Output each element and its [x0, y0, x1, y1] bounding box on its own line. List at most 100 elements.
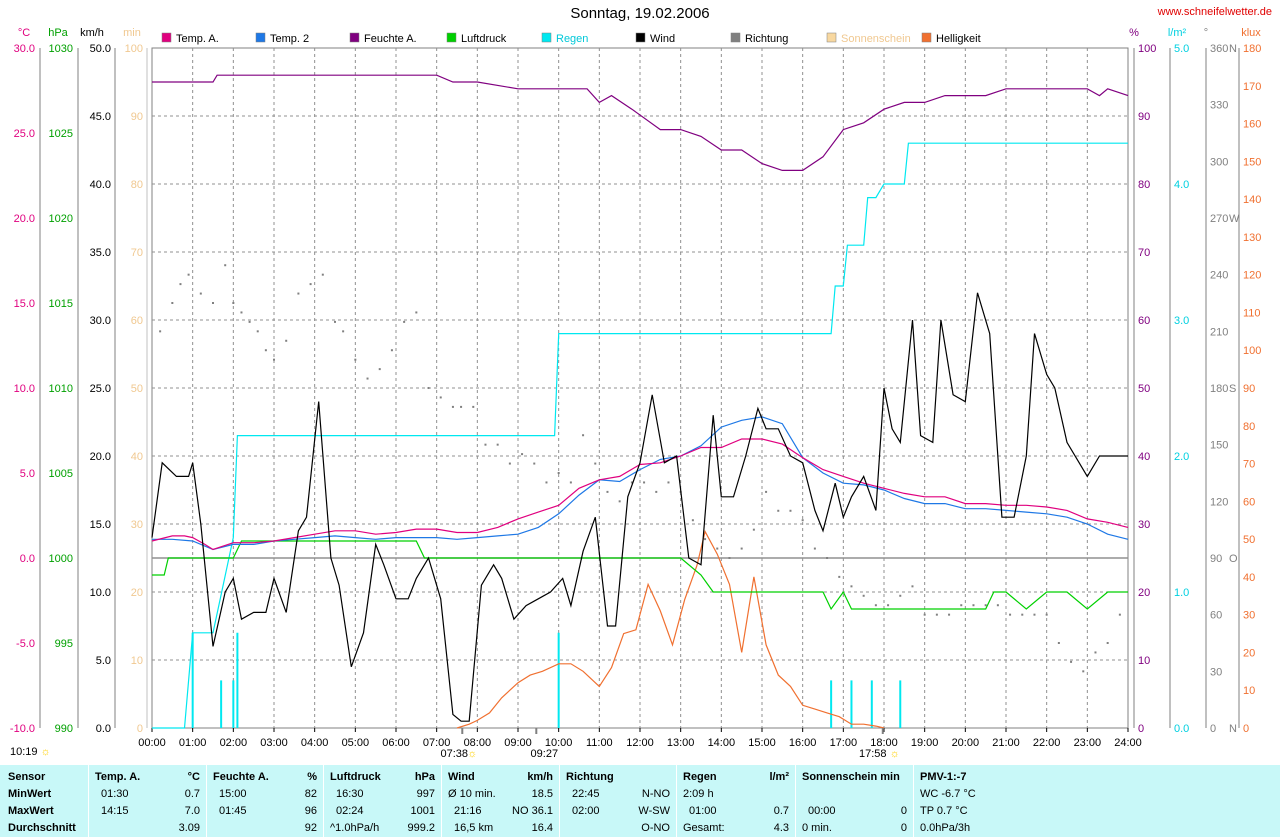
x-tick-label: 21:00 [992, 737, 1020, 749]
direction-point [273, 358, 275, 361]
direction-point [179, 283, 182, 286]
x-tick-label: 17:00 [830, 737, 858, 749]
x-tick-label: 19:00 [911, 737, 939, 749]
direction-point [948, 613, 951, 616]
stats-dir-avg-val: O-NO [641, 822, 670, 834]
axis-tick-label-temp: 15.0 [14, 298, 35, 310]
direction-point [899, 594, 902, 597]
direction-point [972, 604, 975, 607]
stats-temp-max-val: 7.0 [184, 805, 200, 817]
direction-point [1045, 613, 1048, 616]
direction-point [667, 481, 670, 484]
direction-point [691, 519, 694, 522]
axis-cardinal-label: S [1229, 383, 1236, 395]
legend-label: Wind [650, 33, 675, 45]
site-link[interactable]: www.schneifelwetter.de [1157, 6, 1272, 18]
stats-wind-avg-val: 16.4 [531, 822, 553, 834]
axis-cardinal-label: O [1229, 553, 1238, 565]
legend-item: Regen [541, 32, 588, 45]
stats-rain-max-time: 01:00 [689, 805, 717, 817]
direction-point [439, 396, 442, 399]
axis-tick-label-wind: 15.0 [90, 519, 111, 531]
stats-temp-unit: °C [187, 771, 200, 783]
x-tick-label: 06:00 [382, 737, 410, 749]
stats-pmv-title: PMV-1:-7 [920, 771, 967, 783]
axis-tick-label-humidity: 50 [1138, 383, 1150, 395]
direction-point [740, 547, 743, 550]
axis-tick-label-lux: 150 [1243, 156, 1261, 168]
legend-item: Luftdruck [446, 32, 507, 45]
x-tick-label: 10:00 [545, 737, 573, 749]
stats-separator [206, 765, 207, 837]
direction-point [403, 320, 406, 323]
axis-tick-label-humidity: 90 [1138, 111, 1150, 123]
direction-point [285, 339, 288, 342]
direction-point [390, 349, 393, 352]
direction-point [521, 453, 524, 456]
series-line-temp-a- [151, 438, 1129, 551]
axis-tick-label-lux: 100 [1243, 345, 1261, 357]
direction-point [996, 604, 999, 607]
direction-point [545, 481, 548, 484]
axis-tick-label-direction: 30 [1210, 666, 1222, 678]
series-line-wind [151, 292, 1128, 722]
direction-point [606, 490, 609, 493]
direction-point [911, 585, 914, 588]
sun-icon: ☼ [467, 748, 477, 760]
stats-rain-unit: l/m² [769, 771, 789, 783]
axis-tick-label-humidity: 70 [1138, 247, 1150, 259]
axis-tick-label-wind: 30.0 [90, 315, 111, 327]
direction-point [321, 273, 324, 276]
legend-swatch [826, 32, 837, 43]
direction-point [159, 330, 162, 333]
stats-separator [795, 765, 796, 837]
direction-point [415, 311, 418, 314]
stats-hum-unit: % [307, 771, 317, 783]
x-tick-label: 15:00 [748, 737, 776, 749]
axis-tick-label-lux: 10 [1243, 685, 1255, 697]
stats-dir-min-time: 22:45 [572, 788, 600, 800]
direction-point [1021, 613, 1024, 616]
axis-tick-label-sun: 60 [131, 315, 143, 327]
direction-point [594, 462, 597, 465]
stats-temp-min-val: 0.7 [184, 788, 200, 800]
axis-tick-label-direction: 180 [1210, 383, 1228, 395]
direction-point [801, 519, 804, 522]
x-tick-label: 12:00 [626, 737, 654, 749]
axis-cardinal-label: W [1229, 213, 1240, 225]
stats-col-rain: Regen l/m² 2:09 h 01:00 0.7 Gesamt: 4.3 [677, 765, 795, 837]
legend-swatch [635, 32, 646, 43]
direction-point [212, 302, 214, 304]
sun-small-icon: ☼ [37, 746, 51, 758]
axis-tick-label-sun: 30 [131, 519, 143, 531]
axis-tick-label-lux: 90 [1243, 383, 1255, 395]
direction-point [874, 604, 877, 607]
stats-hum-avg-val: 92 [304, 822, 317, 834]
direction-point [557, 472, 560, 474]
x-tick-label: 02:00 [220, 737, 248, 749]
stats-sun-total-label: 0 min. [802, 822, 832, 834]
direction-point [496, 443, 499, 446]
axis-tick-label-temp: 0.0 [20, 553, 35, 565]
legend-swatch [446, 32, 457, 43]
axis-tick-label-pressure: 1015 [49, 298, 73, 310]
axis-tick-label-pressure: 1025 [49, 128, 73, 140]
direction-point [813, 547, 816, 550]
stats-wind-unit: km/h [527, 771, 553, 783]
direction-point [777, 509, 780, 512]
axis-tick-label-humidity: 40 [1138, 451, 1150, 463]
axis-tick-label-wind: 0.0 [96, 723, 111, 735]
direction-point [248, 320, 251, 323]
direction-point [533, 462, 536, 465]
direction-point [850, 585, 853, 588]
stats-hum-min-val: 82 [304, 788, 317, 800]
stats-separator [88, 765, 89, 837]
direction-point [935, 613, 938, 616]
legend-swatch [349, 32, 360, 43]
axis-tick-label-rain: 5.0 [1174, 43, 1189, 55]
axis-unit-temp: °C [18, 27, 30, 39]
axis-tick-label-wind: 20.0 [90, 451, 111, 463]
axis-tick-label-rain: 1.0 [1174, 587, 1189, 599]
current-time: 10:19 ☼ [10, 746, 51, 758]
axis-tick-label-pressure: 990 [55, 723, 73, 735]
